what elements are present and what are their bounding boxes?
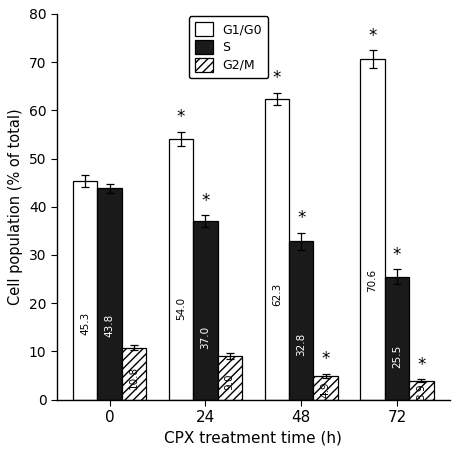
Text: 10.8: 10.8 — [129, 366, 139, 390]
Text: *: * — [393, 246, 401, 264]
Bar — [360, 59, 385, 400]
Text: 32.8: 32.8 — [296, 333, 306, 356]
X-axis label: CPX treatment time (h): CPX treatment time (h) — [164, 431, 342, 446]
Bar — [169, 139, 193, 400]
Text: 43.8: 43.8 — [104, 314, 114, 337]
Text: 25.5: 25.5 — [392, 345, 402, 368]
Bar — [409, 381, 434, 400]
Bar — [313, 376, 338, 400]
Legend: G1/G0, S, G2/M: G1/G0, S, G2/M — [189, 16, 268, 78]
Bar — [289, 242, 313, 400]
Text: *: * — [368, 27, 377, 44]
Text: *: * — [417, 355, 425, 374]
Bar — [122, 348, 146, 400]
Bar — [193, 221, 218, 400]
Bar — [98, 188, 122, 400]
Bar — [265, 99, 289, 400]
Text: 54.0: 54.0 — [176, 297, 186, 320]
Bar — [73, 181, 98, 400]
Y-axis label: Cell population (% of total): Cell population (% of total) — [8, 109, 23, 305]
Text: *: * — [177, 108, 185, 126]
Text: 45.3: 45.3 — [80, 311, 90, 335]
Text: *: * — [273, 69, 281, 87]
Bar — [385, 276, 409, 400]
Bar — [218, 356, 242, 400]
Text: *: * — [201, 192, 210, 210]
Text: *: * — [322, 350, 330, 368]
Text: *: * — [297, 209, 305, 227]
Text: 3.9: 3.9 — [416, 384, 426, 400]
Text: 4.9: 4.9 — [321, 381, 331, 398]
Text: 9.0: 9.0 — [225, 373, 235, 390]
Text: 37.0: 37.0 — [201, 326, 210, 349]
Text: 70.6: 70.6 — [368, 269, 377, 292]
Text: 62.3: 62.3 — [272, 283, 282, 306]
